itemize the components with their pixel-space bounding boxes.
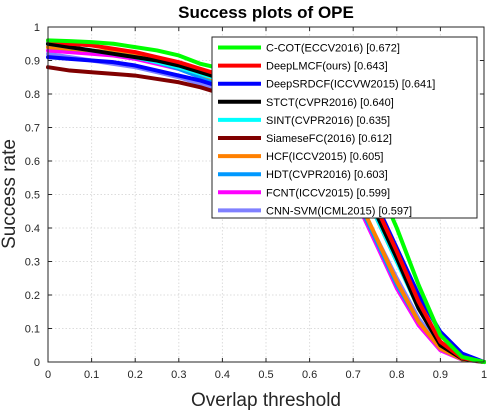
x-tick-label: 0: [45, 369, 51, 381]
x-tick-label: 0.2: [128, 369, 143, 381]
x-tick-label: 0.9: [433, 369, 448, 381]
y-tick-label: 1: [34, 22, 40, 34]
x-tick-label: 0.4: [215, 369, 230, 381]
legend-label-6: HCF(ICCV2015) [0.605]: [266, 151, 383, 163]
y-tick-label: 0.5: [25, 190, 40, 202]
x-axis-label: Overlap threshold: [191, 390, 341, 411]
y-tick-label: 0.9: [25, 56, 40, 68]
y-tick-label: 0.1: [25, 324, 40, 336]
y-tick-label: 0.8: [25, 89, 40, 101]
legend-label-0: C-COT(ECCV2016) [0.672]: [266, 43, 400, 55]
legend-label-5: SiameseFC(2016) [0.612]: [266, 133, 392, 145]
y-tick-label: 0.4: [25, 223, 40, 235]
y-tick-label: 0.7: [25, 123, 40, 135]
legend-items: C-COT(ECCV2016) [0.672] DeepLMCF(ours) [0…: [218, 43, 435, 217]
x-tick-label: 0.6: [302, 369, 317, 381]
legend: C-COT(ECCV2016) [0.672] DeepLMCF(ours) [0…: [211, 36, 478, 219]
legend-label-8: FCNT(ICCV2015) [0.599]: [266, 187, 390, 199]
x-tick-label: 0.3: [171, 369, 186, 381]
x-tick-label: 0.7: [346, 369, 361, 381]
x-tick-label: 0.8: [389, 369, 404, 381]
y-tick-label: 0: [34, 357, 40, 369]
y-tick-label: 0.2: [25, 290, 40, 302]
legend-label-1: DeepLMCF(ours) [0.643]: [266, 61, 388, 73]
legend-label-4: SINT(CVPR2016) [0.635]: [266, 115, 390, 127]
x-tick-label: 1: [481, 369, 487, 381]
legend-label-9: CNN-SVM(ICML2015) [0.597]: [266, 205, 412, 217]
chart-title: Success plots of OPE: [178, 3, 354, 22]
legend-label-7: HDT(CVPR2016) [0.603]: [266, 169, 388, 181]
legend-label-3: STCT(CVPR2016) [0.640]: [266, 97, 394, 109]
y-tick-label: 0.3: [25, 257, 40, 269]
x-tick-label: 0.1: [84, 369, 99, 381]
y-axis-label: Success rate: [0, 139, 20, 249]
legend-label-2: DeepSRDCF(ICCVW2015) [0.641]: [266, 79, 435, 91]
axis-ticks: 0 0.1 0.2 0.3 0.4 0.5 0.6 0.7 0.8 0.9 1 0 0.1 0.2 0.3 0…: [25, 22, 487, 381]
y-tick-label: 0.6: [25, 156, 40, 168]
x-tick-label: 0.5: [258, 369, 273, 381]
